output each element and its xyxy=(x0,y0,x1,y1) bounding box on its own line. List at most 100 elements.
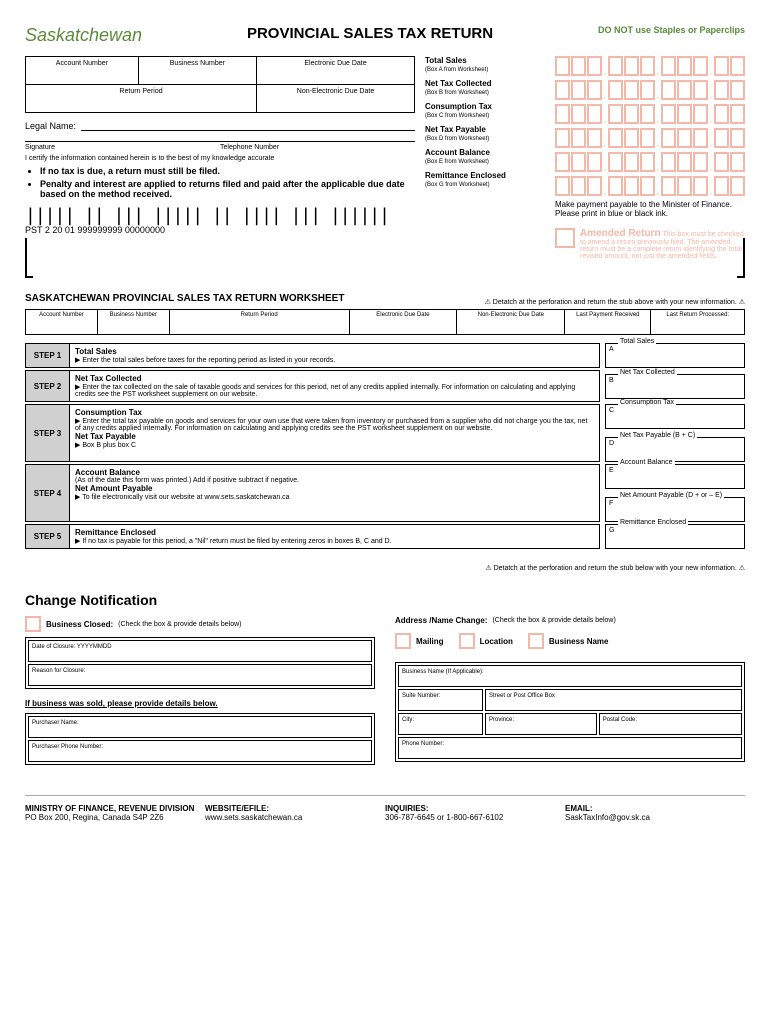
step-label: STEP 2 xyxy=(25,370,70,402)
top-section: Account Number Business Number Electroni… xyxy=(25,56,745,260)
ws-header: Business Number xyxy=(97,310,169,335)
step-content: Remittance Enclosed▶ If no tax is payabl… xyxy=(70,524,600,549)
suite-field[interactable]: Suite Number: xyxy=(398,689,483,711)
bullet-item: If no tax is due, a return must still be… xyxy=(40,166,415,176)
step-content: Account Balance(As of the date this form… xyxy=(70,464,600,522)
business-closed-checkbox[interactable] xyxy=(25,616,41,632)
step-content: Consumption Tax▶ Enter the total tax pay… xyxy=(70,404,600,462)
step-label: STEP 3 xyxy=(25,404,70,462)
date-closure-field[interactable]: Date of Closure: YYYYMMDD xyxy=(28,640,372,662)
ws-header: Account Number xyxy=(26,310,98,335)
tax-labels-column: Total Sales (Box A from Worksheet) Net Tax… xyxy=(425,56,545,260)
business-name-checkbox[interactable] xyxy=(528,633,544,649)
account-number-field[interactable]: Account Number xyxy=(26,57,139,85)
business-name-field[interactable]: Business Name (If Applicable): xyxy=(398,665,742,687)
tax-sublabel: (Box C from Worksheet) xyxy=(425,113,545,119)
bullets-list: If no tax is due, a return must still be… xyxy=(25,166,415,199)
amended-checkbox[interactable] xyxy=(555,228,575,248)
digit-row[interactable]: ,,. xyxy=(555,176,745,196)
tax-sublabel: (Box B from Worksheet) xyxy=(425,90,545,96)
ws-header: Return Period xyxy=(169,310,349,335)
step-row: STEP 3 Consumption Tax▶ Enter the total … xyxy=(25,404,745,462)
mailing-checkbox[interactable] xyxy=(395,633,411,649)
signature-row: Signature Telephone Number xyxy=(25,141,415,151)
change-title: Change Notification xyxy=(25,592,745,608)
step-content: Total Sales▶ Enter the total sales befor… xyxy=(70,343,600,368)
tax-label: Account Balance xyxy=(425,148,545,157)
amended-section: Amended Return This box must be checked … xyxy=(555,228,745,260)
ws-header: Last Return Processed: xyxy=(651,310,745,335)
tax-label: Total Sales xyxy=(425,56,545,65)
step-content: Net Tax Collected▶ Enter the tax collect… xyxy=(70,370,600,402)
step-output-box[interactable]: CConsumption Tax xyxy=(605,404,745,429)
staples-warning: DO NOT use Staples or Paperclips xyxy=(598,25,745,35)
change-notification: Change Notification Business Closed: (Ch… xyxy=(25,592,745,765)
step-output-box[interactable]: EAccount Balance xyxy=(605,464,745,489)
purchaser-phone-field[interactable]: Purchaser Phone Number: xyxy=(28,740,372,762)
steps-container: STEP 1 Total Sales▶ Enter the total sale… xyxy=(25,343,745,549)
non-electronic-due-field[interactable]: Non-Electronic Due Date xyxy=(257,85,415,113)
check-note-2: (Check the box & provide details below) xyxy=(492,617,615,624)
legal-name-label: Legal Name: xyxy=(25,121,76,131)
header: Saskatchewan PROVINCIAL SALES TAX RETURN… xyxy=(25,25,745,46)
tax-label: Remittance Enclosed xyxy=(425,171,545,180)
step-row: STEP 4 Account Balance(As of the date th… xyxy=(25,464,745,522)
province-field[interactable]: Province: xyxy=(485,713,597,735)
step-row: STEP 1 Total Sales▶ Enter the total sale… xyxy=(25,343,745,368)
legal-name-input[interactable] xyxy=(81,119,415,131)
payment-note: Make payment payable to the Minister of … xyxy=(555,200,745,218)
address-change-label: Address /Name Change: xyxy=(395,616,487,625)
electronic-due-field[interactable]: Electronic Due Date xyxy=(257,57,415,85)
logo: Saskatchewan xyxy=(25,25,142,46)
purchaser-name-field[interactable]: Purchaser Name: xyxy=(28,716,372,738)
worksheet-header-table: Account NumberBusiness NumberReturn Peri… xyxy=(25,309,745,335)
tax-sublabel: (Box G from Worksheet) xyxy=(425,182,545,188)
purchaser-table: Purchaser Name: Purchaser Phone Number: xyxy=(25,713,375,765)
ws-header: Last Payment Received xyxy=(565,310,651,335)
step-label: STEP 5 xyxy=(25,524,70,549)
tax-label: Net Tax Collected xyxy=(425,79,545,88)
footer: MINISTRY OF FINANCE, REVENUE DIVISIONPO … xyxy=(25,795,745,822)
detach-note: ⚠ Detatch at the perforation and return … xyxy=(485,298,745,306)
telephone-field[interactable]: Telephone Number xyxy=(220,141,415,151)
digit-row[interactable]: ,,. xyxy=(555,152,745,172)
street-field[interactable]: Street or Post Office Box xyxy=(485,689,742,711)
step-row: STEP 5 Remittance Enclosed▶ If no tax is… xyxy=(25,524,745,549)
step-output-box[interactable]: ATotal Sales xyxy=(605,343,745,368)
postal-field[interactable]: Postal Code: xyxy=(599,713,742,735)
barcode: ||||| || ||| ||||| || |||| ||| |||||| PS… xyxy=(25,209,415,235)
city-field[interactable]: City: xyxy=(398,713,483,735)
phone-field[interactable]: Phone Number: xyxy=(398,737,742,759)
closure-table: Date of Closure: YYYYMMDD Reason for Clo… xyxy=(25,637,375,689)
worksheet-title: SASKATCHEWAN PROVINCIAL SALES TAX RETURN… xyxy=(25,293,485,304)
digit-boxes-column: ,,.,,.,,.,,.,,.,,. xyxy=(555,56,745,196)
ws-header: Non-Electronic Due Date xyxy=(457,310,565,335)
detach-note-2: ⚠ Detatch at the perforation and return … xyxy=(25,564,745,572)
tax-sublabel: (Box A from Worksheet) xyxy=(425,67,545,73)
bullet-item: Penalty and interest are applied to retu… xyxy=(40,179,415,199)
ws-header: Electronic Due Date xyxy=(349,310,457,335)
sold-title: If business was sold, please provide det… xyxy=(25,699,375,708)
barcode-lines: ||||| || ||| ||||| || |||| ||| |||||| xyxy=(25,209,415,223)
step-label: STEP 4 xyxy=(25,464,70,522)
address-table: Business Name (If Applicable): Suite Num… xyxy=(395,662,745,762)
tax-label: Consumption Tax xyxy=(425,102,545,111)
step-output-box[interactable]: GRemittance Enclosed xyxy=(605,524,745,549)
step-output-box[interactable]: BNet Tax Collected xyxy=(605,374,745,399)
digit-row[interactable]: ,,. xyxy=(555,56,745,76)
check-note: (Check the box & provide details below) xyxy=(118,621,241,628)
digit-row[interactable]: ,,. xyxy=(555,128,745,148)
tax-sublabel: (Box E from Worksheet) xyxy=(425,159,545,165)
certify-text: I certify the information contained here… xyxy=(25,155,415,162)
business-closed-label: Business Closed: xyxy=(46,620,113,629)
business-number-field[interactable]: Business Number xyxy=(138,57,256,85)
return-period-field[interactable]: Return Period xyxy=(26,85,257,113)
digit-row[interactable]: ,,. xyxy=(555,104,745,124)
location-checkbox[interactable] xyxy=(459,633,475,649)
signature-field[interactable]: Signature xyxy=(25,141,220,151)
tax-sublabel: (Box D from Worksheet) xyxy=(425,136,545,142)
reason-closure-field[interactable]: Reason for Closure: xyxy=(28,664,372,686)
step-row: STEP 2 Net Tax Collected▶ Enter the tax … xyxy=(25,370,745,402)
legal-name-row: Legal Name: xyxy=(25,119,415,131)
digit-row[interactable]: ,,. xyxy=(555,80,745,100)
